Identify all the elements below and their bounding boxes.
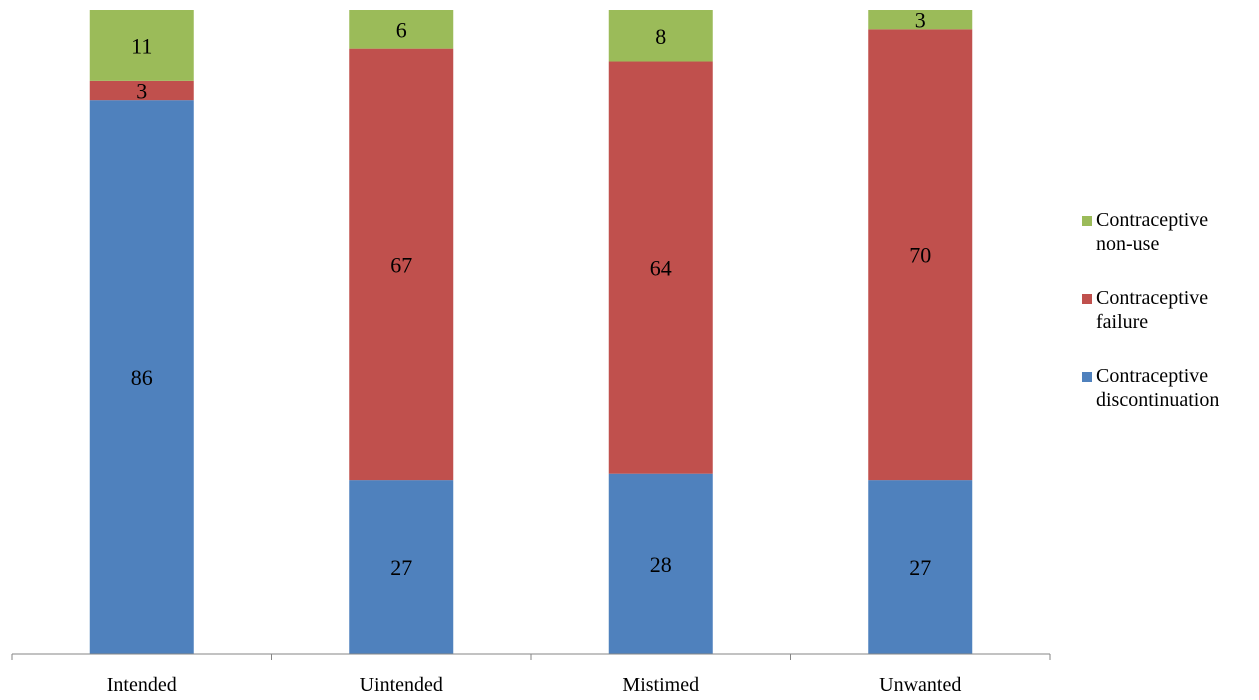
data-label-intended-contraceptive-non-use: 11: [131, 33, 152, 58]
legend-swatch-contraceptive-failure: [1082, 294, 1092, 304]
category-label-mistimed: Mistimed: [622, 674, 699, 696]
legend-label-contraceptive-failure: Contraceptive failure: [1096, 287, 1208, 333]
bar-mistimed-contraceptive-non-use: [608, 10, 713, 62]
data-label-intended-contraceptive-failure: 3: [136, 79, 147, 104]
data-label-unwanted-contraceptive-discontinuation: 27: [909, 555, 931, 580]
data-label-unwanted-contraceptive-non-use: 3: [915, 8, 926, 33]
bar-intended-contraceptive-discontinuation: [89, 100, 194, 654]
category-label-unwanted: Unwanted: [879, 674, 961, 696]
data-label-mistimed-contraceptive-failure: 64: [650, 256, 672, 281]
bar-unwanted-contraceptive-non-use: [868, 10, 973, 30]
data-label-intended-contraceptive-discontinuation: 86: [131, 365, 153, 390]
bar-unwanted-contraceptive-discontinuation: [868, 480, 973, 654]
bar-intended-contraceptive-non-use: [89, 10, 194, 81]
legend-label-contraceptive-non-use: Contraceptive non-use: [1096, 209, 1208, 255]
bar-intended-contraceptive-failure: [89, 80, 194, 101]
bar-mistimed-contraceptive-discontinuation: [608, 473, 713, 654]
x-axis: Intended Uintended Mistimed Unwanted: [11, 653, 1051, 696]
data-label-unwanted-contraceptive-failure: 70: [909, 243, 931, 268]
data-label-uintended-contraceptive-non-use: 6: [396, 17, 407, 42]
category-label-uintended: Uintended: [360, 674, 443, 696]
bar-uintended-contraceptive-failure: [349, 48, 454, 481]
bar-unwanted-contraceptive-failure: [868, 29, 973, 481]
data-label-uintended-contraceptive-failure: 67: [390, 252, 412, 277]
legend-swatch-contraceptive-non-use: [1082, 216, 1092, 226]
data-label-uintended-contraceptive-discontinuation: 27: [390, 555, 412, 580]
legend-label-contraceptive-discontinuation: Contraceptive discontinuation: [1096, 365, 1219, 411]
data-label-mistimed-contraceptive-discontinuation: 28: [650, 552, 672, 577]
category-label-intended: Intended: [107, 674, 177, 696]
legend: Contraceptive non-use Contraceptive failure…: [1082, 209, 1219, 411]
legend-swatch-contraceptive-discontinuation: [1082, 372, 1092, 382]
bar-uintended-contraceptive-non-use: [349, 10, 454, 49]
data-label-mistimed-contraceptive-non-use: 8: [655, 24, 666, 49]
bar-mistimed-contraceptive-failure: [608, 61, 713, 474]
bar-uintended-contraceptive-discontinuation: [349, 480, 454, 654]
bars-layer: 86 3 11 27 67 6 28 64 8 27 70 3: [89, 8, 973, 654]
